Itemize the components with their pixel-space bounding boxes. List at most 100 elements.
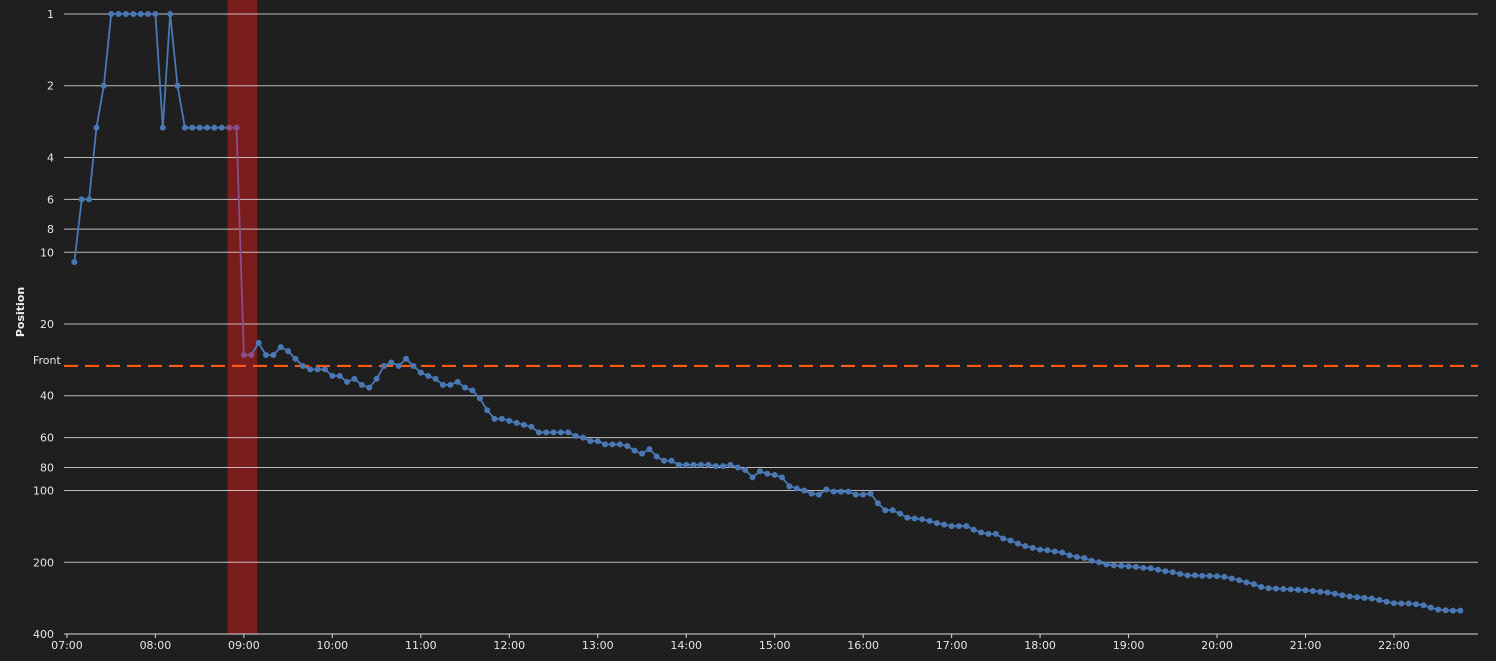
series-point bbox=[1265, 585, 1272, 592]
series-point bbox=[307, 366, 314, 373]
reference-line-layer: Front bbox=[33, 354, 1478, 368]
series-point bbox=[587, 438, 594, 445]
series-point bbox=[845, 488, 852, 495]
series-point bbox=[174, 82, 181, 89]
series-point bbox=[218, 124, 225, 131]
series-point bbox=[1250, 581, 1257, 588]
series-point bbox=[137, 11, 144, 17]
series-point bbox=[970, 526, 977, 533]
series-point bbox=[1317, 588, 1324, 595]
series-point bbox=[417, 369, 424, 376]
series-point bbox=[749, 474, 756, 481]
x-tick-label: 14:00 bbox=[670, 639, 702, 652]
series-point bbox=[675, 461, 682, 468]
series-point bbox=[1405, 600, 1412, 607]
series-point bbox=[78, 196, 85, 203]
series-point bbox=[867, 490, 874, 497]
series-point bbox=[1177, 571, 1184, 578]
series-point bbox=[521, 421, 528, 428]
series-point bbox=[410, 362, 417, 369]
y-tick-label: 400 bbox=[33, 628, 54, 641]
series-point bbox=[646, 446, 653, 453]
series-point bbox=[690, 461, 697, 468]
y-tick-label: 200 bbox=[33, 556, 54, 569]
series-segment bbox=[154, 13, 164, 129]
y-tick-label: 60 bbox=[40, 432, 54, 445]
series-point bbox=[1383, 598, 1390, 605]
series-point bbox=[1287, 586, 1294, 593]
y-tick-label: 10 bbox=[40, 246, 54, 259]
series-point bbox=[498, 415, 505, 422]
series-point bbox=[469, 387, 476, 394]
series-point bbox=[115, 11, 122, 17]
series-point bbox=[189, 124, 196, 131]
series-point bbox=[167, 11, 174, 17]
series-point bbox=[661, 457, 668, 464]
series-point bbox=[388, 359, 395, 366]
series-point bbox=[771, 471, 778, 478]
series-point bbox=[358, 381, 365, 388]
series-segment bbox=[95, 84, 105, 129]
x-tick-label: 20:00 bbox=[1201, 639, 1233, 652]
series-point bbox=[1295, 586, 1302, 593]
series-point bbox=[336, 372, 343, 379]
series-point bbox=[248, 352, 255, 359]
series-point bbox=[1103, 561, 1110, 568]
series-point bbox=[484, 407, 491, 414]
series-point bbox=[550, 429, 557, 436]
series-point bbox=[919, 516, 926, 523]
series-point bbox=[1037, 546, 1044, 553]
x-tick-label: 15:00 bbox=[759, 639, 791, 652]
y-tick-label: 6 bbox=[47, 193, 54, 206]
series-point bbox=[100, 82, 107, 89]
series-point bbox=[668, 457, 675, 464]
series-point bbox=[580, 434, 587, 441]
series-point bbox=[1309, 588, 1316, 595]
series-point bbox=[71, 259, 78, 266]
series-point bbox=[1354, 594, 1361, 601]
series-point bbox=[1390, 600, 1397, 607]
front-reference-label: Front bbox=[33, 354, 62, 367]
x-tick-label: 22:00 bbox=[1378, 639, 1410, 652]
y-tick-label: 2 bbox=[47, 80, 54, 93]
series-point bbox=[1243, 579, 1250, 586]
series-point bbox=[1258, 584, 1265, 591]
series-point bbox=[602, 441, 609, 448]
series-point bbox=[1044, 547, 1051, 554]
series-point bbox=[1361, 594, 1368, 601]
series-point bbox=[838, 488, 845, 495]
x-tick-label: 12:00 bbox=[493, 639, 525, 652]
series-point bbox=[882, 507, 889, 514]
series-point bbox=[1228, 575, 1235, 582]
series-segment bbox=[169, 13, 179, 87]
series-point bbox=[1147, 565, 1154, 572]
x-tick-label: 21:00 bbox=[1290, 639, 1322, 652]
series-point bbox=[830, 488, 837, 495]
series-point bbox=[712, 463, 719, 470]
series-segment bbox=[161, 13, 172, 129]
series-point bbox=[130, 11, 137, 17]
series-point bbox=[211, 124, 218, 131]
series-point bbox=[860, 491, 867, 498]
series-point bbox=[1376, 597, 1383, 604]
x-tick-label: 19:00 bbox=[1113, 639, 1145, 652]
series-point bbox=[1449, 607, 1456, 614]
series-point bbox=[1073, 553, 1080, 560]
series-point bbox=[926, 517, 933, 524]
series-point bbox=[616, 441, 623, 448]
series-point bbox=[454, 378, 461, 385]
series-point bbox=[852, 491, 859, 498]
series-point bbox=[1331, 590, 1338, 597]
series-point bbox=[329, 372, 336, 379]
series-point bbox=[204, 124, 211, 131]
series-segment bbox=[88, 126, 98, 201]
series-segment bbox=[73, 198, 83, 264]
series-point bbox=[351, 375, 358, 382]
series-point bbox=[1302, 587, 1309, 594]
grid-layer bbox=[64, 13, 1478, 635]
y-tick-label: 20 bbox=[40, 318, 54, 331]
series-point bbox=[1059, 549, 1066, 556]
series-point bbox=[1140, 564, 1147, 571]
series-point bbox=[344, 378, 351, 385]
